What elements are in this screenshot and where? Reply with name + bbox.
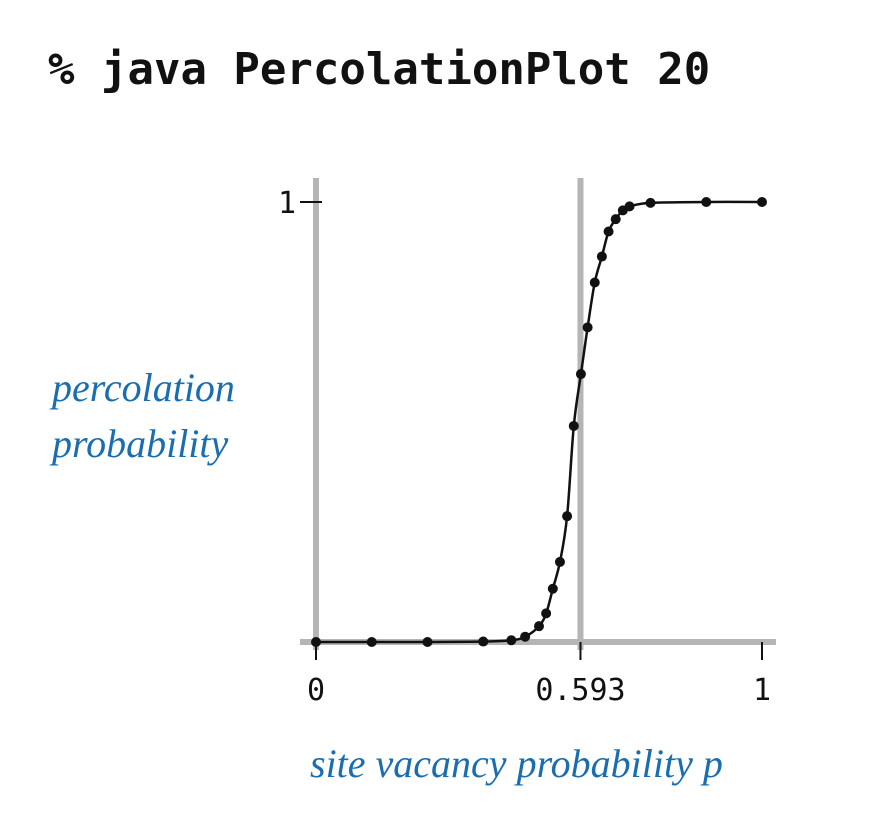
data-point — [624, 201, 635, 212]
data-point — [506, 635, 517, 646]
data-point — [562, 511, 573, 522]
data-point — [582, 322, 593, 333]
command-title: % java PercolationPlot 20 — [48, 44, 711, 95]
data-point — [757, 197, 767, 207]
data-point — [520, 631, 531, 642]
data-point — [478, 636, 489, 647]
percolation-curve — [316, 200, 763, 644]
data-point — [645, 197, 656, 208]
x-tick-label: 0.593 — [535, 673, 625, 708]
data-point — [422, 637, 433, 647]
data-point — [547, 583, 558, 594]
data-point — [554, 556, 565, 567]
data-point — [311, 637, 321, 647]
data-point — [596, 251, 607, 262]
data-point — [589, 277, 600, 288]
data-point — [575, 369, 586, 380]
data-point — [534, 621, 544, 632]
x-tick-label: 0 — [307, 673, 325, 708]
data-point — [610, 214, 621, 225]
data-point — [366, 637, 377, 647]
x-tick-label: 1 — [753, 673, 771, 708]
data-point — [541, 608, 552, 619]
data-point — [568, 420, 579, 431]
y-tick-label: 1 — [278, 186, 296, 221]
data-point — [701, 197, 712, 207]
axis-ticks: 0 0.593 1 1 — [278, 186, 771, 708]
x-axis-label: site vacancy probability p — [310, 741, 723, 786]
data-point — [603, 226, 614, 237]
data-points — [311, 197, 767, 647]
y-axis-label: percolation probability — [52, 365, 235, 466]
